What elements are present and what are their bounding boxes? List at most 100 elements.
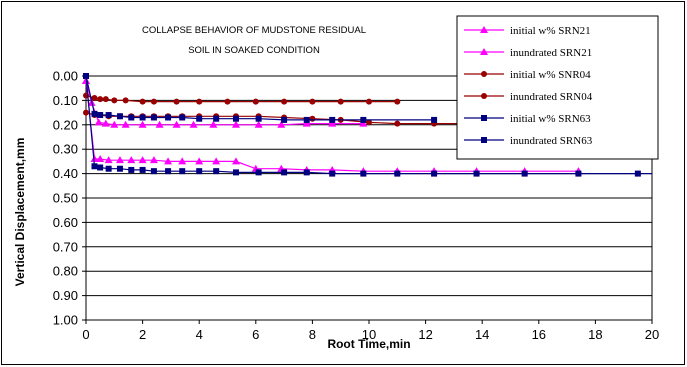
data-point (254, 120, 263, 128)
data-point (178, 157, 187, 165)
data-point (329, 170, 336, 177)
chart-title-line2: SOIL IN SOAKED CONDITION (188, 45, 320, 56)
x-tick-labels: 0 2 4 6 8 10 12 14 16 18 20 (82, 327, 659, 342)
data-point (121, 120, 130, 128)
legend-label: inundrated SRN63 (510, 135, 593, 147)
legend-box (456, 15, 659, 160)
y-tick-label: 0.10 (53, 93, 78, 108)
y-tick-label: 0.40 (53, 166, 78, 181)
data-point (213, 168, 220, 175)
data-point (138, 156, 147, 164)
data-point (232, 169, 239, 176)
data-point (179, 114, 186, 121)
x-tick-label: 2 (139, 327, 146, 342)
y-tick-label: 0.20 (53, 117, 78, 132)
y-tick-labels: 0.00 0.10 0.20 0.30 0.40 0.50 0.60 0.70 0.80 0.90… (53, 69, 78, 328)
data-point (252, 98, 259, 105)
legend-item: inundrated SRN63 (464, 135, 593, 147)
data-point (138, 120, 147, 128)
data-point (360, 170, 367, 177)
legend: initial w% SRN21 inundrated SRN21 initial … (456, 15, 659, 160)
data-point (521, 170, 528, 177)
data-point (104, 156, 113, 164)
y-tick-label: 0.60 (53, 215, 78, 230)
x-tick-label: 10 (362, 327, 376, 342)
data-point (394, 120, 401, 127)
data-point (90, 154, 99, 162)
data-point (277, 120, 286, 128)
legend-swatch-marker (481, 71, 487, 77)
y-tick-label: 1.00 (53, 313, 78, 328)
axes (82, 75, 653, 324)
data-point (150, 168, 157, 175)
data-point (359, 119, 368, 127)
x-tick-label: 4 (196, 327, 203, 342)
x-tick-label: 6 (252, 327, 259, 342)
data-point (94, 118, 103, 126)
data-point (164, 157, 173, 165)
data-point (231, 157, 240, 165)
legend-swatch-marker (481, 115, 487, 121)
data-point (172, 120, 181, 128)
x-tick-label: 20 (645, 327, 659, 342)
data-point (575, 170, 582, 177)
legend-label: initial w% SRN21 (510, 25, 591, 37)
data-point (360, 116, 367, 123)
data-point (281, 116, 288, 123)
data-point (394, 98, 401, 105)
y-tick-label: 0.70 (53, 239, 78, 254)
legend-label: inundrated SRN04 (510, 91, 593, 103)
legend-label: inundrated SRN21 (510, 47, 592, 59)
data-point (309, 115, 316, 122)
data-point (101, 119, 110, 127)
data-point (128, 114, 135, 121)
data-point (281, 169, 288, 176)
data-point (97, 164, 104, 171)
legend-item: inundrated SRN21 (464, 47, 592, 59)
data-point (127, 156, 136, 164)
legend-swatch-marker (481, 93, 487, 99)
data-point (139, 98, 146, 105)
y-tick-label: 0.90 (53, 288, 78, 303)
data-point (431, 116, 438, 123)
series-6 (83, 73, 641, 177)
data-point (196, 115, 203, 122)
data-point (394, 170, 401, 177)
data-point (122, 97, 129, 104)
x-axis-label: Root Time,min (327, 337, 410, 351)
legend-swatch-marker (480, 26, 488, 33)
data-point (179, 168, 186, 175)
y-tick-label: 0.80 (53, 264, 78, 279)
data-point (329, 116, 336, 123)
x-tick-label: 16 (532, 327, 546, 342)
legend-label: initial w% SRN63 (510, 113, 591, 125)
data-point (115, 156, 124, 164)
data-point (328, 119, 337, 127)
data-point (155, 120, 164, 128)
data-point (212, 157, 221, 165)
data-point (97, 112, 104, 119)
series-3 (83, 92, 401, 105)
data-point (139, 114, 146, 121)
data-point (431, 170, 438, 177)
data-point (149, 156, 158, 164)
y-tick-label: 0.00 (53, 69, 78, 84)
y-tick-label: 0.50 (53, 191, 78, 206)
data-point (165, 168, 172, 175)
data-point (231, 120, 240, 128)
data-point (189, 120, 198, 128)
x-tick-label: 8 (309, 327, 316, 342)
data-point (150, 114, 157, 121)
series-line (85, 75, 435, 121)
data-point (110, 120, 119, 128)
legend-item: initial w% SRN21 (464, 25, 591, 37)
legend-swatch-marker (480, 48, 488, 55)
data-point (111, 97, 118, 104)
series-group (82, 73, 652, 177)
data-point (213, 115, 220, 122)
data-point (303, 116, 310, 123)
data-point (224, 98, 231, 105)
data-point (91, 163, 98, 170)
